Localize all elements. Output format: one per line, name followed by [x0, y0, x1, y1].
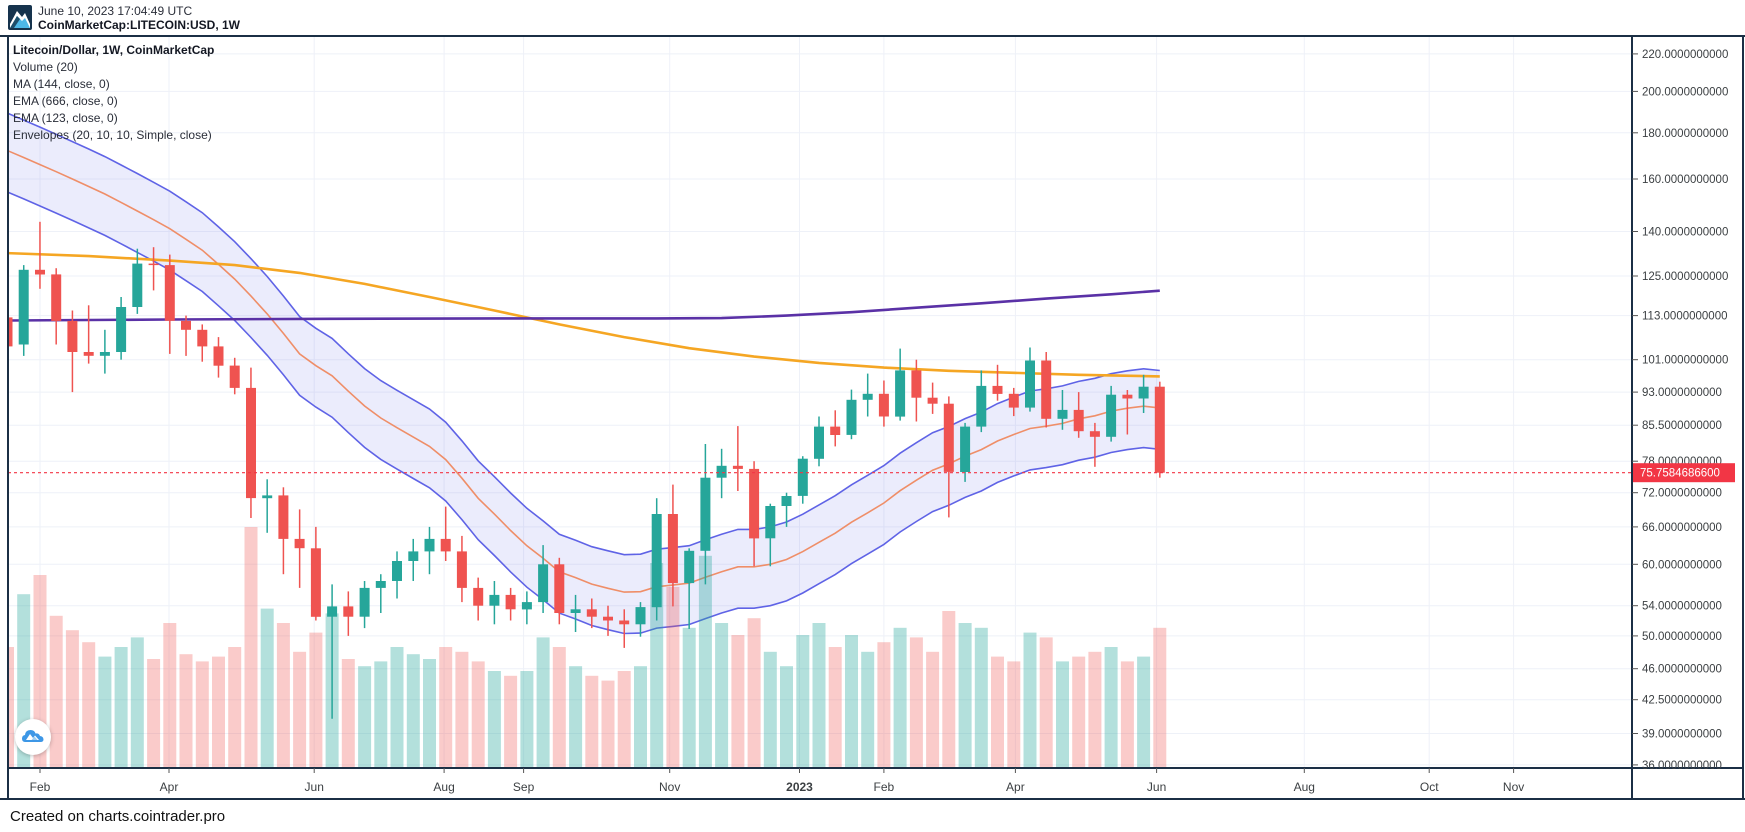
envelope-upper [8, 112, 1160, 556]
envelope-lower [8, 191, 1160, 635]
time-tick-label: Aug [1294, 780, 1315, 794]
price-tick-label: 50.0000000000 [1642, 631, 1722, 643]
time-tick-label: Nov [659, 780, 680, 794]
legend-symbol[interactable]: Litecoin/Dollar, 1W, CoinMarketCap [13, 43, 215, 57]
chart-header: June 10, 2023 17:04:49 UTC CoinMarketCap… [0, 0, 1745, 35]
price-scale: 220.0000000000 200.0000000000 180.00000000… [1632, 49, 1735, 772]
legend-ema666[interactable]: EMA (666, close, 0) [13, 94, 118, 108]
chart-frame [0, 35, 1745, 800]
price-tick-label: 93.0000000000 [1642, 387, 1722, 399]
price-tick-label: 66.0000000000 [1642, 522, 1722, 534]
candles [8, 221, 1165, 719]
price-tick-label: 39.0000000000 [1642, 729, 1722, 741]
time-tick-label: 2023 [786, 780, 813, 794]
cointrader-watermark [15, 719, 51, 755]
timestamp: June 10, 2023 17:04:49 UTC [38, 4, 193, 18]
time-tick-label: Feb [30, 780, 51, 794]
time-tick-label: Apr [160, 780, 179, 794]
legend-ema123[interactable]: EMA (123, close, 0) [13, 111, 118, 125]
current-price-label: 75.7584686600 [1640, 468, 1720, 480]
time-tick-label: Nov [1503, 780, 1524, 794]
price-tick-label: 180.0000000000 [1642, 128, 1728, 140]
price-tick-label: 85.5000000000 [1642, 420, 1722, 432]
time-tick-label: Apr [1006, 780, 1025, 794]
envelope-band [8, 113, 1160, 634]
price-tick-label: 72.0000000000 [1642, 488, 1722, 500]
price-tick-label: 36.0000000000 [1642, 760, 1722, 772]
symbol-title: CoinMarketCap:LITECOIN:USD, 1W [38, 18, 241, 32]
price-tick-label: 46.0000000000 [1642, 664, 1722, 676]
current-price-badge [1633, 463, 1735, 483]
chart-legend: Litecoin/Dollar, 1W, CoinMarketCap Volum… [13, 42, 214, 144]
footer-credit: Created on charts.cointrader.pro [10, 808, 226, 825]
price-tick-label: 125.0000000000 [1642, 271, 1728, 283]
legend-envelopes[interactable]: Envelopes (20, 10, 10, Simple, close) [13, 128, 212, 142]
time-tick-label: Jun [1147, 780, 1166, 794]
cointrader-logo [8, 5, 32, 30]
gridlines [8, 37, 1632, 768]
time-tick-label: Jun [305, 780, 324, 794]
legend-volume[interactable]: Volume (20) [13, 60, 78, 74]
price-tick-label: 101.0000000000 [1642, 355, 1728, 367]
time-tick-label: Feb [874, 780, 895, 794]
chart-canvas[interactable]: 220.0000000000 200.0000000000 180.00000000… [0, 0, 1745, 800]
time-tick-label: Oct [1420, 780, 1439, 794]
ema666-line [8, 289, 1160, 322]
price-tick-label: 113.0000000000 [1642, 311, 1728, 323]
volume-bars [8, 527, 1167, 767]
price-tick-label: 220.0000000000 [1642, 49, 1728, 61]
price-tick-label: 60.0000000000 [1642, 559, 1722, 571]
price-tick-label: 200.0000000000 [1642, 86, 1728, 98]
time-tick-label: Sep [513, 780, 535, 794]
page-footer: Created on charts.cointrader.pro [0, 800, 1745, 832]
plot-area [8, 112, 1167, 767]
ma144-line [8, 251, 1160, 378]
price-tick-label: 42.5000000000 [1642, 695, 1722, 707]
time-tick-label: Aug [433, 780, 454, 794]
price-tick-label: 160.0000000000 [1642, 174, 1728, 186]
legend-ma144[interactable]: MA (144, close, 0) [13, 77, 110, 91]
time-axis: Feb Apr Jun Aug Sep Nov 2023 Feb Apr Jun Aug Oct Nov [30, 768, 1524, 794]
price-tick-label: 140.0000000000 [1642, 227, 1728, 239]
mountain-cloud-icon [22, 730, 44, 742]
price-tick-label: 54.0000000000 [1642, 601, 1722, 613]
